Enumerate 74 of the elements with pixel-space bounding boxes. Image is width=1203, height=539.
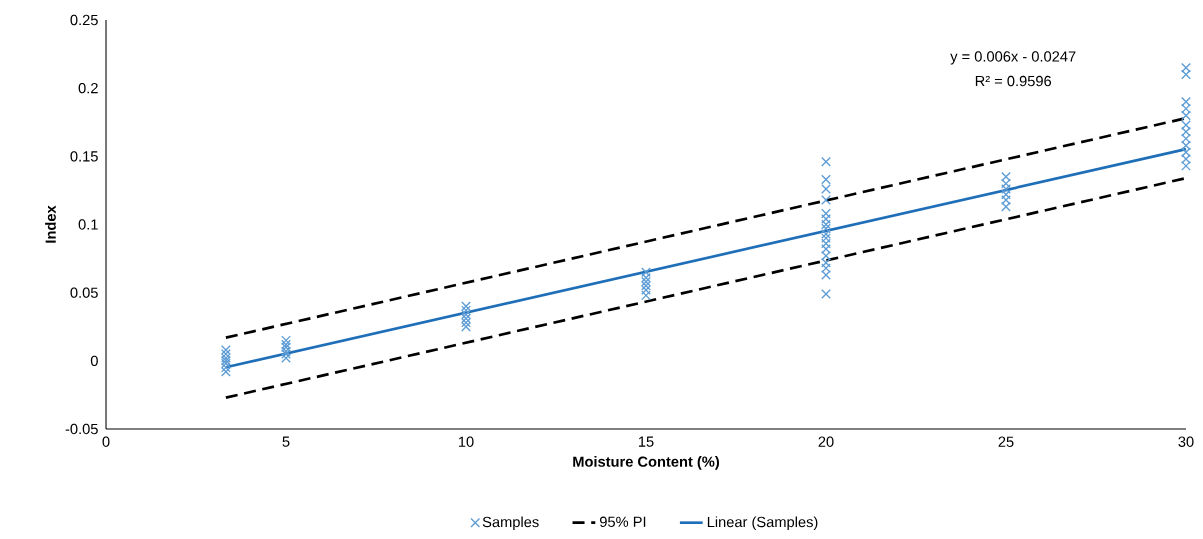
point <box>1181 69 1191 80</box>
point <box>821 244 831 254</box>
point <box>821 289 831 299</box>
legend-label: 95% PI <box>599 516 646 527</box>
point <box>220 345 231 355</box>
point <box>1001 171 1011 182</box>
point <box>1181 133 1191 144</box>
point <box>821 208 831 219</box>
point <box>1181 62 1191 73</box>
point <box>821 250 831 261</box>
y-tick-label: 0.2 <box>78 82 98 94</box>
y-tick-label: 0.15 <box>70 151 98 162</box>
point <box>1001 201 1011 212</box>
point <box>821 233 831 244</box>
y-tick-label: 0.1 <box>78 219 98 230</box>
point <box>1181 103 1191 114</box>
point <box>821 263 831 274</box>
point <box>461 305 471 316</box>
point <box>641 267 651 278</box>
point <box>1181 110 1191 121</box>
point <box>1181 140 1191 151</box>
point <box>821 219 831 230</box>
point <box>641 276 651 287</box>
annotation: R² = 0.9596 <box>975 75 1052 87</box>
x-tick-label: 15 <box>638 436 654 447</box>
point <box>821 184 831 194</box>
point <box>281 353 291 364</box>
point <box>641 272 651 283</box>
point <box>821 174 831 185</box>
point <box>1001 178 1011 189</box>
point <box>821 156 831 167</box>
y-tick-label: 0.25 <box>70 14 98 26</box>
annotation: y = 0.006x - 0.0247 <box>950 51 1076 65</box>
point <box>1001 184 1011 194</box>
point <box>821 229 831 239</box>
x-tick-label: 30 <box>1178 436 1194 447</box>
point <box>821 214 831 224</box>
point <box>220 366 231 377</box>
point <box>641 290 651 301</box>
x-tick-label: 10 <box>458 436 474 447</box>
point <box>821 238 831 249</box>
point <box>1181 147 1191 158</box>
point <box>821 223 831 234</box>
legend-label: Samples <box>482 516 539 531</box>
point <box>821 270 831 280</box>
legend-label: Linear (Samples) <box>707 516 818 531</box>
point <box>1001 195 1011 205</box>
point <box>1181 96 1191 107</box>
point <box>461 309 471 320</box>
point <box>641 280 651 291</box>
x-tick-label: 25 <box>998 436 1014 447</box>
point <box>461 321 471 332</box>
point <box>1181 154 1191 164</box>
x-tick-label: 5 <box>282 436 290 447</box>
y-tick-label: 0 <box>90 355 98 367</box>
x-tick-label: 20 <box>818 436 834 447</box>
point <box>821 257 831 268</box>
point <box>461 301 471 312</box>
point <box>821 195 831 205</box>
x-tick-label: 0 <box>102 436 110 447</box>
y-tick-label: 0.05 <box>70 287 98 298</box>
x-axis-title: Moisture Content (%) <box>573 456 719 470</box>
y-tick-label: -0.05 <box>65 423 98 435</box>
point <box>1001 189 1011 200</box>
point <box>281 335 291 346</box>
point <box>1181 120 1191 130</box>
point <box>1181 160 1191 171</box>
point <box>1181 126 1191 137</box>
point <box>461 317 471 328</box>
point <box>641 285 651 295</box>
y-axis-title: Index <box>45 205 56 243</box>
point <box>220 349 231 359</box>
point <box>461 313 471 324</box>
point <box>220 362 231 373</box>
